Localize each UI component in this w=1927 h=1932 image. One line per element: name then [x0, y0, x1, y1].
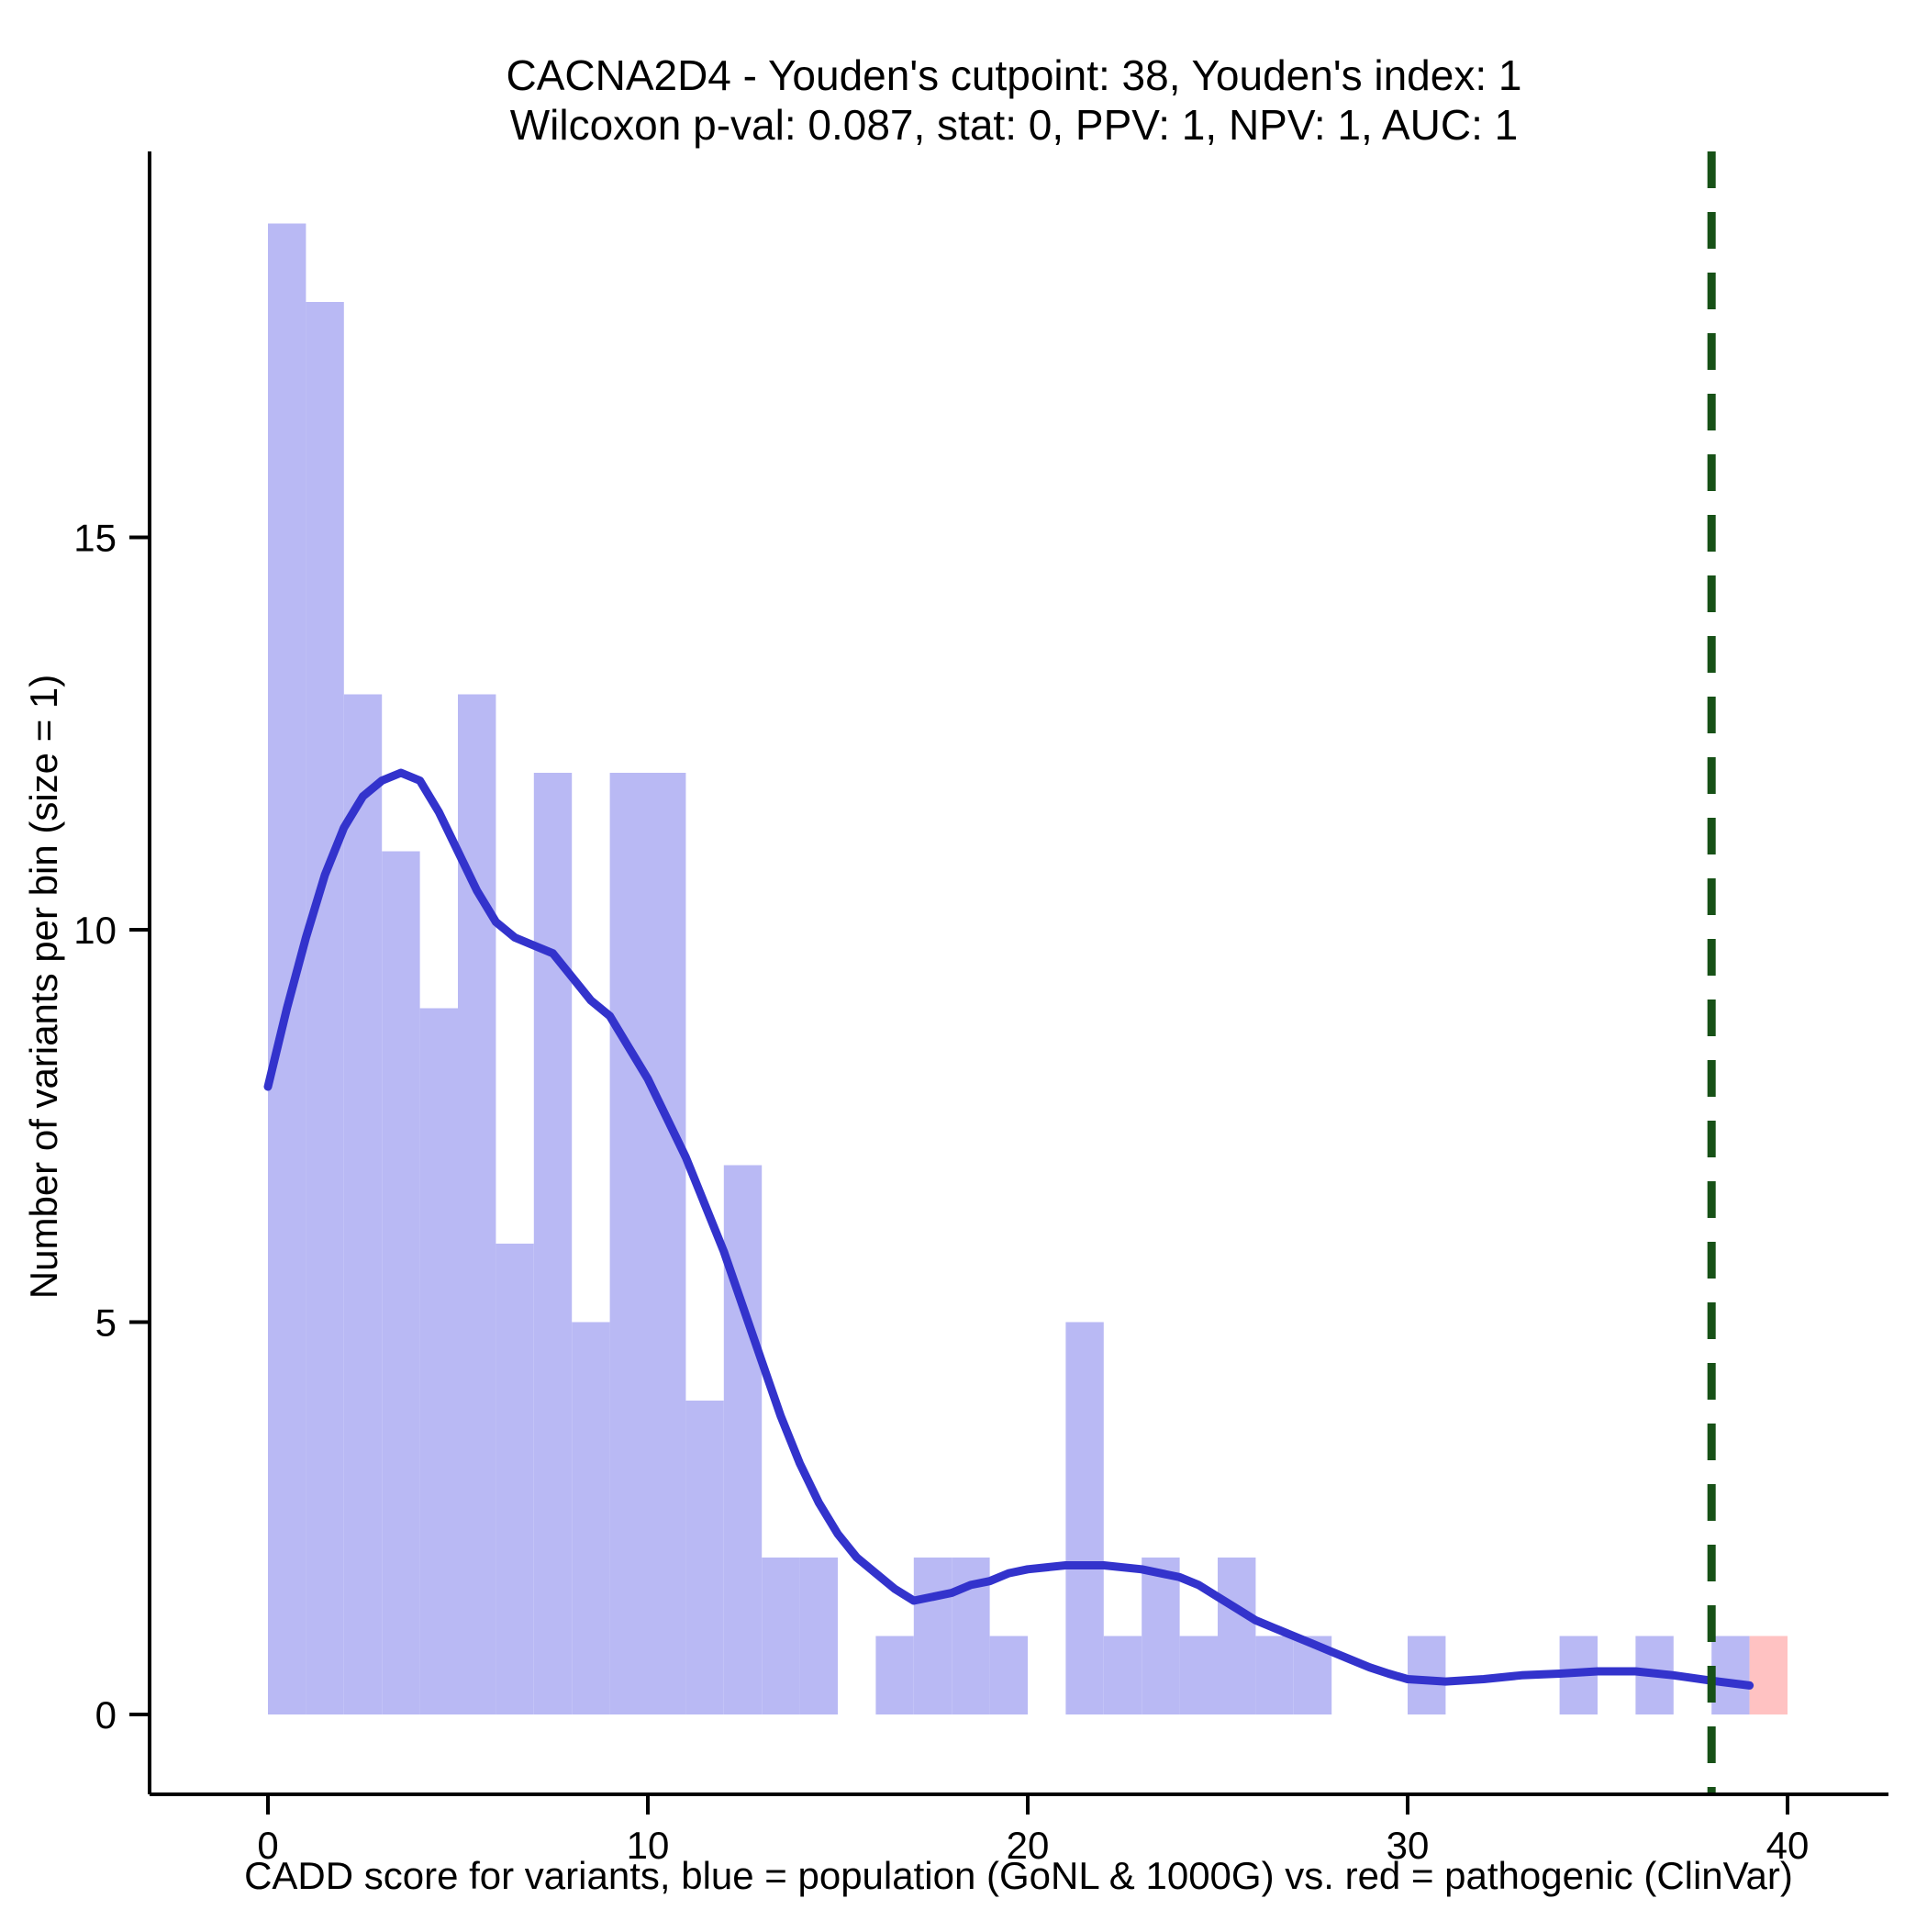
population-histogram-bar: [875, 1636, 914, 1714]
population-histogram-bar: [1408, 1636, 1446, 1714]
population-histogram-bar: [343, 694, 383, 1714]
population-histogram-bar: [572, 1322, 610, 1714]
density-curve: [263, 768, 1754, 1690]
population-histogram-bar: [1255, 1636, 1294, 1714]
x-axis-title: CADD score for variants, blue = populati…: [244, 1854, 1793, 1897]
population-histogram-bar: [419, 1008, 458, 1714]
pathogenic-histogram-bar: [1749, 1636, 1788, 1714]
population-histogram-bar: [1065, 1322, 1104, 1714]
population-histogram-bar: [306, 302, 344, 1714]
population-histogram-bar: [1179, 1636, 1218, 1714]
population-histogram-bar: [799, 1558, 838, 1714]
x-tick-label: 20: [1007, 1824, 1050, 1867]
x-tick-label: 0: [257, 1824, 278, 1867]
population-histogram-bar: [496, 1244, 534, 1714]
density-curve-layer: [263, 768, 1754, 1690]
population-histogram-bar: [913, 1558, 952, 1714]
population-histogram-bar: [533, 773, 573, 1714]
population-histogram-bar: [648, 773, 686, 1714]
population-histogram-bar: [1103, 1636, 1142, 1714]
x-tick-label: 30: [1387, 1824, 1430, 1867]
population-histogram-bar: [685, 1401, 724, 1714]
population-histogram-bar: [458, 694, 496, 1714]
y-axis-title: Number of variants per bin (size = 1): [22, 675, 65, 1299]
population-histogram-bar: [762, 1558, 800, 1714]
axes-layer: 0 5 10 15 0 10 20 30 40: [73, 151, 1888, 1867]
y-tick-label: 0: [95, 1693, 117, 1737]
x-tick-label: 40: [1766, 1824, 1810, 1867]
population-histogram-bar: [609, 773, 648, 1714]
y-tick-label: 15: [73, 517, 117, 560]
histogram-bars-layer: [268, 223, 1788, 1714]
chart-title: CACNA2D4 - Youden's cutpoint: 38, Youden…: [506, 51, 1521, 99]
population-histogram-bar: [723, 1165, 763, 1714]
population-histogram-bar: [382, 851, 420, 1714]
x-tick-label: 10: [627, 1824, 670, 1867]
y-tick-label: 5: [95, 1301, 117, 1345]
y-tick-label: 10: [73, 909, 117, 952]
population-histogram-bar: [1711, 1636, 1750, 1714]
population-histogram-bar: [989, 1636, 1028, 1714]
chart-subtitle: Wilcoxon p-val: 0.087, stat: 0, PPV: 1, …: [510, 101, 1519, 149]
population-histogram-bar: [1142, 1558, 1180, 1714]
population-histogram-bar: [1218, 1558, 1256, 1714]
